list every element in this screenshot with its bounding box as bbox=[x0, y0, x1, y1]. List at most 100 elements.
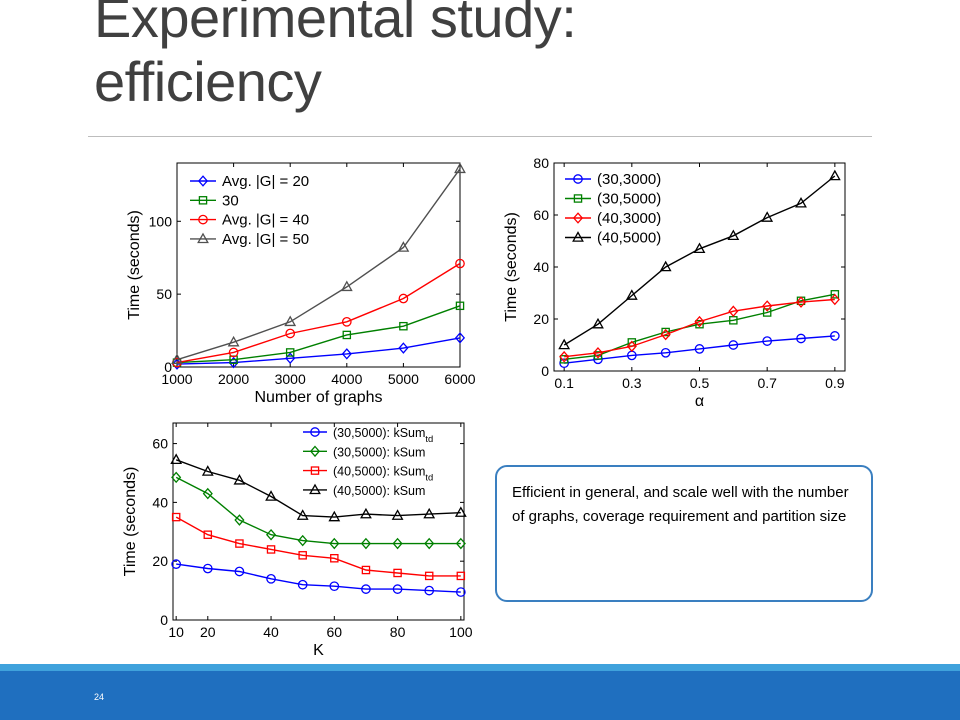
data-point bbox=[393, 568, 402, 578]
y-axis-label: Time (seconds) bbox=[126, 210, 143, 320]
data-point bbox=[171, 559, 182, 569]
data-point bbox=[455, 587, 466, 597]
legend: (30,5000): kSumtd(30,5000): kSum(40,5000… bbox=[303, 426, 433, 498]
x-tick-label: 100 bbox=[449, 624, 473, 640]
y-tick-label: 60 bbox=[533, 207, 549, 223]
data-point bbox=[392, 584, 403, 594]
data-point bbox=[423, 507, 436, 519]
data-point bbox=[592, 347, 604, 359]
legend-label-text: (40,5000): kSum bbox=[333, 484, 425, 498]
data-point bbox=[342, 330, 352, 340]
data-point bbox=[265, 490, 277, 501]
legend-marker bbox=[198, 196, 208, 205]
y-tick-label: 50 bbox=[156, 286, 172, 302]
series-2 bbox=[559, 293, 840, 363]
x-tick-label: 1000 bbox=[161, 371, 192, 387]
data-point bbox=[297, 534, 308, 547]
data-point bbox=[328, 510, 341, 522]
data-point bbox=[456, 571, 466, 581]
data-point bbox=[694, 315, 705, 328]
legend-label: Avg. |G| = 40 bbox=[222, 212, 309, 229]
data-point bbox=[340, 280, 353, 292]
legend-label: (40,5000): kSumtd bbox=[333, 465, 433, 483]
x-tick-label: 20 bbox=[200, 624, 216, 640]
data-point bbox=[330, 554, 339, 563]
data-point bbox=[360, 537, 372, 550]
legend-label: Avg. |G| = 20 bbox=[222, 173, 309, 190]
legend-label-text: (30,5000) bbox=[597, 191, 661, 208]
data-point bbox=[659, 260, 672, 272]
legend-label-text: (30,5000): kSum bbox=[333, 426, 425, 440]
legend-label: (40,5000) bbox=[597, 230, 661, 247]
data-point bbox=[455, 537, 466, 550]
y-tick-label: 20 bbox=[533, 311, 549, 327]
data-point bbox=[329, 581, 340, 592]
x-tick-label: 2000 bbox=[218, 371, 249, 387]
callout-box: Efficient in general, and scale well wit… bbox=[495, 465, 873, 602]
data-point bbox=[694, 344, 705, 354]
x-tick-label: 10 bbox=[168, 624, 184, 640]
series-line bbox=[176, 168, 461, 361]
y-tick-label: 0 bbox=[164, 359, 172, 375]
x-tick-label: 0.5 bbox=[690, 375, 710, 391]
y-tick-label: 60 bbox=[152, 436, 168, 452]
data-point bbox=[762, 300, 773, 312]
legend-label-text: Avg. |G| = 50 bbox=[222, 231, 309, 248]
data-point bbox=[455, 258, 465, 269]
legend-label-subscript: td bbox=[425, 473, 433, 483]
data-point bbox=[455, 301, 465, 311]
legend: Avg. |G| = 20 30 Avg. |G| = 40 Avg. |G| = 5… bbox=[190, 173, 309, 248]
series-2 bbox=[171, 512, 466, 581]
slide-title: Experimental study: efficiency bbox=[94, 0, 894, 114]
data-point bbox=[559, 355, 569, 364]
data-point bbox=[201, 465, 214, 476]
legend-label-text: (30,3000) bbox=[597, 171, 661, 188]
x-axis-label: Number of graphs bbox=[254, 389, 382, 406]
data-point bbox=[329, 537, 340, 550]
data-point bbox=[360, 507, 372, 519]
y-axis-label: Time (seconds) bbox=[122, 467, 139, 577]
data-point bbox=[593, 351, 603, 360]
data-point bbox=[693, 242, 706, 254]
x-tick-label: 0.1 bbox=[554, 375, 574, 391]
data-point bbox=[660, 328, 671, 341]
data-point bbox=[398, 293, 409, 304]
data-point bbox=[399, 321, 408, 331]
data-point bbox=[454, 506, 467, 517]
series-line bbox=[175, 459, 461, 518]
y-tick-label: 0 bbox=[541, 363, 549, 379]
data-point bbox=[795, 296, 807, 308]
data-point bbox=[761, 211, 774, 222]
data-point bbox=[265, 528, 277, 541]
data-point bbox=[829, 293, 840, 306]
data-point bbox=[361, 584, 371, 594]
data-point bbox=[341, 348, 352, 360]
series-line bbox=[175, 516, 461, 577]
series-0 bbox=[171, 559, 466, 597]
plot-area bbox=[176, 162, 461, 368]
x-axis-label: K bbox=[313, 642, 324, 659]
y-tick-label: 40 bbox=[533, 259, 549, 275]
data-point bbox=[828, 169, 841, 181]
x-tick-label: 40 bbox=[263, 624, 279, 640]
series-1 bbox=[171, 471, 466, 550]
callout-text: Efficient in general, and scale well wit… bbox=[512, 484, 849, 525]
x-tick-label: 5000 bbox=[388, 371, 419, 387]
data-point bbox=[454, 332, 466, 344]
data-point bbox=[171, 353, 183, 364]
legend-label: Avg. |G| = 50 bbox=[222, 231, 309, 248]
legend-marker bbox=[198, 214, 208, 225]
series-2 bbox=[172, 258, 465, 368]
y-tick-label: 100 bbox=[149, 213, 173, 229]
data-point bbox=[361, 565, 371, 575]
data-point bbox=[695, 319, 704, 329]
x-tick-label: 0.9 bbox=[825, 375, 845, 391]
legend-marker bbox=[310, 427, 320, 437]
slide-number: 24 bbox=[94, 692, 105, 702]
data-point bbox=[234, 514, 245, 526]
data-point bbox=[392, 537, 403, 550]
legend-marker bbox=[310, 466, 320, 475]
data-point bbox=[266, 545, 276, 554]
legend-label-text: Avg. |G| = 20 bbox=[222, 173, 309, 190]
